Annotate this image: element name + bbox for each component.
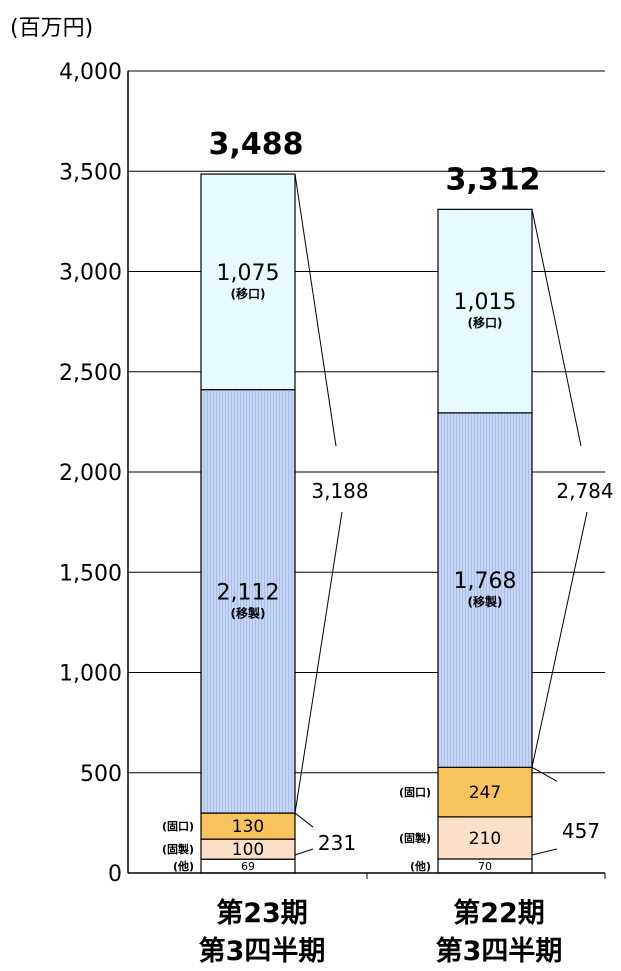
series-tag: (移口) <box>231 286 266 301</box>
callout-line <box>294 511 343 814</box>
data-label: 1,768 <box>454 569 517 594</box>
data-label: 69 <box>241 860 255 873</box>
y-tick-label: 2,500 <box>59 361 122 386</box>
y-axis: 4,000 3,500 3,000 2,500 2,000 1,500 1,000 500 0 <box>59 60 129 887</box>
data-label: 1,075 <box>217 261 280 286</box>
data-label: 1,015 <box>454 290 517 315</box>
y-tick-label: 4,000 <box>59 60 122 85</box>
data-label: 2,112 <box>217 580 280 605</box>
series-tag: (固口) <box>162 820 194 833</box>
bar-segment-mobile_port <box>437 208 533 414</box>
data-label: 70 <box>478 860 492 873</box>
total-label: 3,312 <box>446 162 541 197</box>
bar-stack-0: 69 (他) 100 (固製) 130 (固口) 2,112(移製) 1,075(移口) 3,4… <box>162 127 369 874</box>
series-tag: (固製) <box>162 842 194 856</box>
series-tag: (固製) <box>399 831 431 845</box>
y-tick-label: 3,500 <box>59 160 122 185</box>
y-tick-label: 1,000 <box>59 662 122 687</box>
callout-line <box>531 209 582 447</box>
bar-segment-mobile_port <box>200 173 296 391</box>
callout-line <box>294 848 314 856</box>
y-tick-label: 1,500 <box>59 561 122 586</box>
fixed-subtotal-label: 231 <box>318 831 356 855</box>
bar-stack-1: 70 (他) 210 (固製) 247 (固口) 1,768(移製) 1,015(移口) 3,3… <box>399 162 614 874</box>
data-label: 210 <box>469 829 501 849</box>
data-label: 247 <box>469 783 501 803</box>
y-tick-label: 500 <box>80 762 122 787</box>
category-label-line1: 第23期 <box>216 897 308 929</box>
category-label-line1: 第22期 <box>453 897 545 929</box>
data-label: 100 <box>232 840 264 860</box>
category-label-line2: 第3四半期 <box>436 935 563 967</box>
callout-line <box>294 173 337 447</box>
callout-line <box>531 848 558 856</box>
callout-line <box>531 511 588 768</box>
y-tick-label: 3,000 <box>59 261 122 286</box>
mobile-subtotal-label: 2,784 <box>556 479 613 503</box>
series-tag: (移製) <box>468 594 503 609</box>
bar-segment-fixed_mfg <box>437 816 533 860</box>
series-tag: (他) <box>173 859 194 873</box>
series-tag: (移口) <box>468 315 503 330</box>
bars: 69(他)100(固製)130(固口)2,112(移製)1,075(移口)3,4… <box>162 127 614 874</box>
mobile-subtotal-label: 3,188 <box>311 479 368 503</box>
bar-segment-fixed_port <box>437 766 533 818</box>
fixed-subtotal-label: 457 <box>562 819 600 843</box>
series-tag: (他) <box>410 859 431 873</box>
category-label-line2: 第3四半期 <box>199 935 326 967</box>
bar-segment-mobile_mfg <box>200 388 296 814</box>
bar-segment-fixed_port <box>200 812 296 840</box>
unit-label: (百万円) <box>10 16 93 41</box>
callout-line <box>531 766 558 782</box>
bar-segment-mobile_mfg <box>437 412 533 768</box>
series-tag: (移製) <box>231 605 266 620</box>
total-label: 3,488 <box>209 127 304 162</box>
callout-line <box>294 812 314 828</box>
y-tick-label: 0 <box>108 862 122 887</box>
data-label: 130 <box>232 817 264 837</box>
y-tick-label: 2,000 <box>59 461 122 486</box>
series-tag: (固口) <box>399 786 431 799</box>
